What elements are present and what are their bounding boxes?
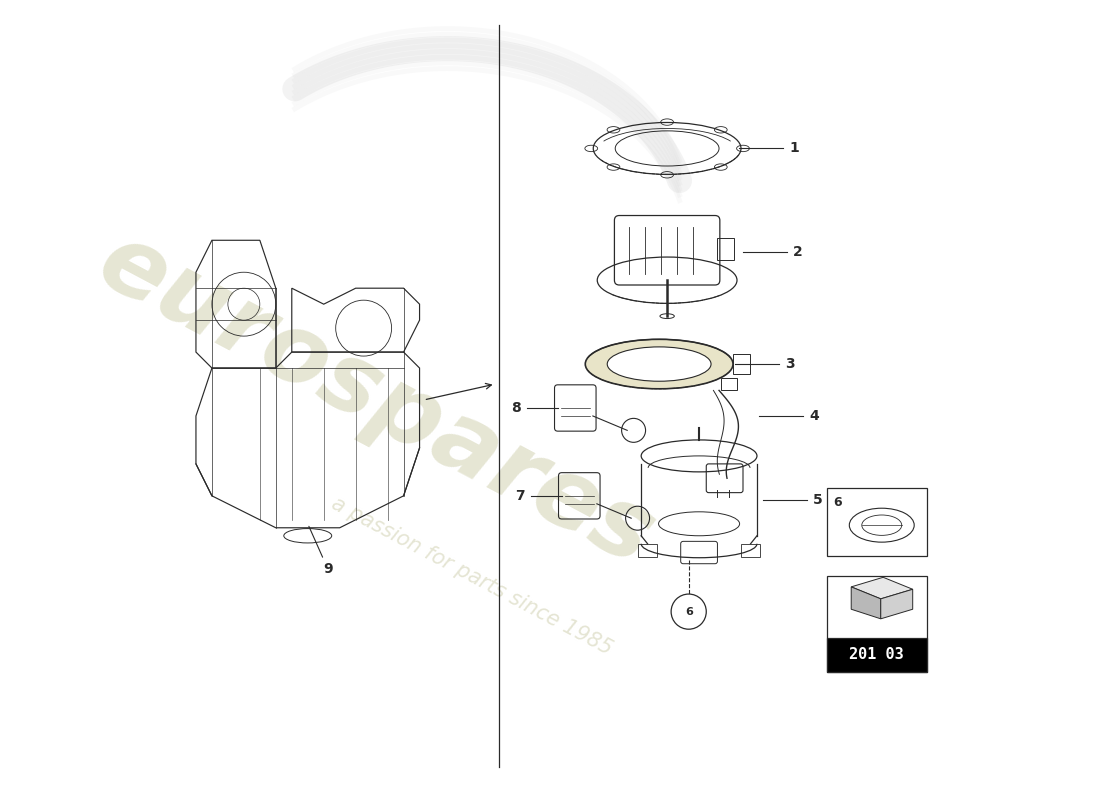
Text: a passion for parts since 1985: a passion for parts since 1985 xyxy=(328,493,615,658)
Text: 8: 8 xyxy=(512,401,521,415)
Bar xyxy=(716,238,734,260)
Text: 2: 2 xyxy=(793,246,803,259)
Text: 6: 6 xyxy=(685,606,693,617)
Ellipse shape xyxy=(585,339,733,389)
Polygon shape xyxy=(881,590,913,619)
Bar xyxy=(733,354,750,374)
Text: 6: 6 xyxy=(833,496,842,509)
Text: 9: 9 xyxy=(323,562,332,576)
Text: 4: 4 xyxy=(810,409,820,423)
Circle shape xyxy=(671,594,706,630)
Text: 1: 1 xyxy=(790,142,799,155)
Bar xyxy=(741,544,760,557)
Bar xyxy=(827,638,926,671)
Text: 201 03: 201 03 xyxy=(849,647,904,662)
Polygon shape xyxy=(851,587,881,619)
Bar xyxy=(638,544,657,557)
Text: 3: 3 xyxy=(785,357,795,371)
Bar xyxy=(720,378,737,390)
Bar xyxy=(827,576,926,671)
Text: 5: 5 xyxy=(813,493,823,507)
Text: 7: 7 xyxy=(516,489,525,503)
Bar xyxy=(827,488,926,556)
Text: eurospares: eurospares xyxy=(82,214,669,586)
Ellipse shape xyxy=(607,347,711,382)
Polygon shape xyxy=(851,578,913,599)
